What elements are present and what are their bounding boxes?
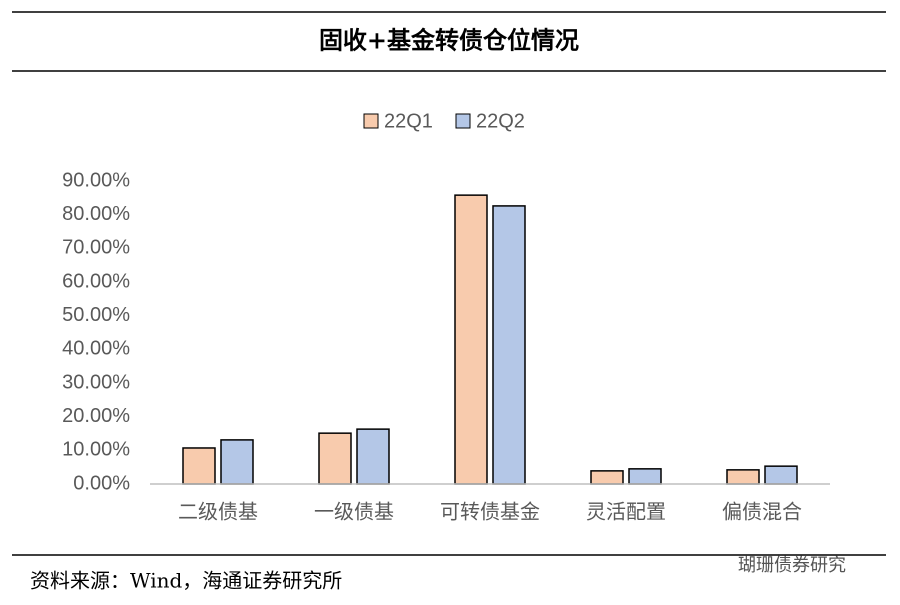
y-tick-label: 30.00%	[62, 371, 130, 393]
bar	[220, 439, 254, 485]
x-tick-label: 一级债基	[314, 500, 394, 524]
legend-swatch	[455, 113, 471, 129]
watermark: 瑚珊债券研究	[738, 555, 846, 576]
bar	[726, 469, 760, 485]
source-note: 资料来源：Wind，海通证券研究所	[30, 569, 342, 593]
x-tick-label: 偏债混合	[722, 500, 802, 524]
bar	[356, 428, 390, 485]
legend-label: 22Q1	[384, 110, 433, 132]
legend-label: 22Q2	[476, 110, 525, 132]
y-tick-label: 50.00%	[62, 304, 130, 326]
legend-swatch	[363, 113, 379, 129]
y-tick-label: 60.00%	[62, 270, 130, 292]
bar	[492, 205, 526, 485]
y-tick-label: 90.00%	[62, 169, 130, 191]
y-tick-label: 20.00%	[62, 405, 130, 427]
y-tick-label: 10.00%	[62, 439, 130, 461]
y-tick-label: 80.00%	[62, 203, 130, 225]
bar	[182, 447, 216, 485]
y-tick-label: 40.00%	[62, 338, 130, 360]
y-tick-label: 0.00%	[73, 472, 130, 494]
bar	[454, 194, 488, 485]
bar	[590, 470, 624, 485]
x-tick-label: 灵活配置	[586, 500, 666, 524]
y-tick-label: 70.00%	[62, 237, 130, 259]
chart-title: 固收+基金转债仓位情况	[319, 26, 579, 55]
x-tick-label: 二级债基	[178, 500, 258, 524]
bar	[318, 432, 352, 485]
bar	[764, 465, 798, 485]
bar	[628, 468, 662, 485]
x-tick-label: 可转债基金	[440, 500, 540, 524]
